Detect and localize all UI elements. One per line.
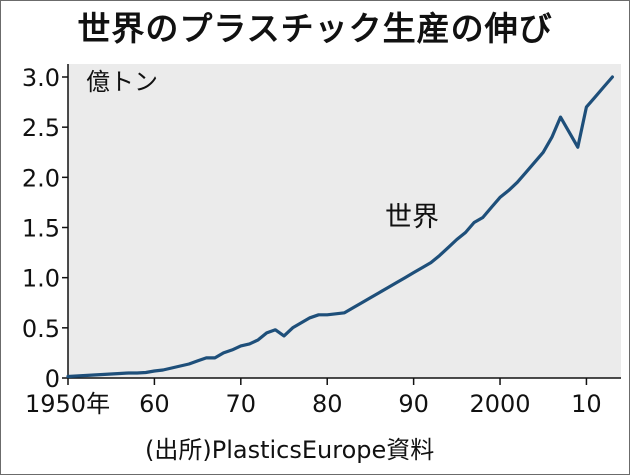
x-tick-label: 70 bbox=[226, 390, 257, 418]
x-tick-label: 10 bbox=[571, 390, 602, 418]
chart-title: 世界のプラスチック生産の伸び bbox=[77, 9, 553, 48]
y-tick-label: 0 bbox=[45, 365, 60, 393]
y-tick-label: 3.0 bbox=[22, 64, 60, 92]
series-line-0 bbox=[66, 75, 615, 379]
y-tick-label: 0.5 bbox=[22, 315, 60, 343]
y-tick-label: 1.0 bbox=[22, 265, 60, 293]
x-tick-labels: 1950年 60 70 80 90 2000 10 bbox=[25, 378, 602, 418]
x-tick-label: 80 bbox=[312, 390, 343, 418]
source-note: (出所)PlasticsEurope資料 bbox=[145, 436, 435, 464]
y-tick-label: 2.5 bbox=[22, 114, 60, 142]
x-tick-label: 90 bbox=[398, 390, 429, 418]
y-tick-label: 2.0 bbox=[22, 164, 60, 192]
plot-area bbox=[68, 64, 621, 378]
x-tick-label: 2000 bbox=[469, 390, 530, 418]
x-tick-label: 1950年 bbox=[25, 390, 110, 418]
series-layer bbox=[66, 75, 615, 379]
y-tick-labels: 0 0.5 1.0 1.5 2.0 2.5 3.0 bbox=[22, 64, 68, 393]
series-label: 世界 bbox=[385, 202, 439, 233]
x-tick-label: 60 bbox=[139, 390, 170, 418]
y-axis-unit-label: 億トン bbox=[86, 68, 158, 96]
axes bbox=[67, 64, 621, 379]
y-tick-label: 1.5 bbox=[22, 215, 60, 243]
